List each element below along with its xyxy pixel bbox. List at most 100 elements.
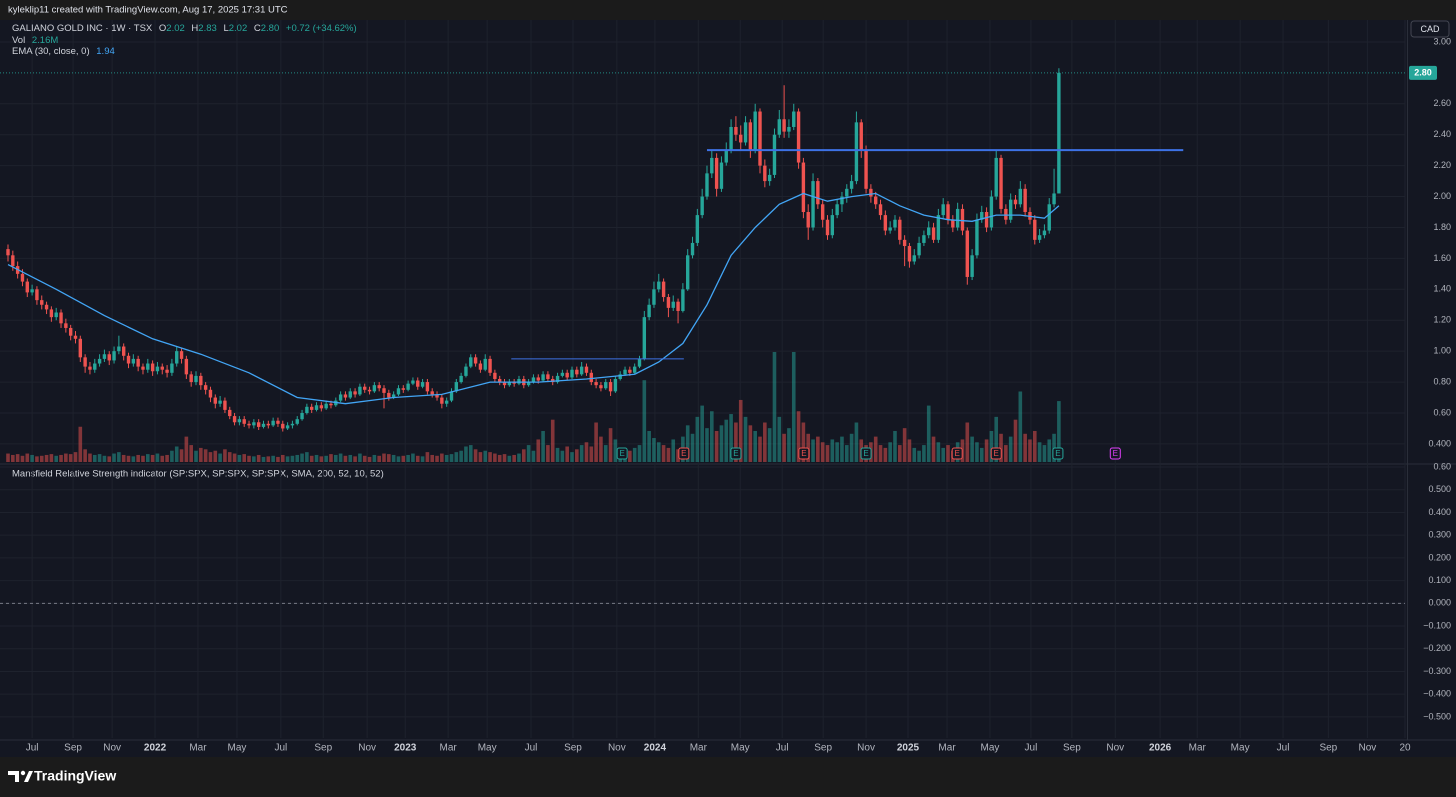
candle-body <box>1013 199 1018 205</box>
candle <box>608 378 613 396</box>
volume-bar <box>468 445 473 462</box>
candle <box>488 355 492 376</box>
volume-bar <box>791 352 796 462</box>
volume-bar <box>1023 433 1027 462</box>
candle <box>922 230 926 247</box>
candle <box>1013 195 1018 209</box>
candle-body <box>131 358 136 364</box>
candle <box>305 403 309 415</box>
candle <box>363 383 367 393</box>
candle-body <box>314 405 319 410</box>
candle <box>252 419 256 429</box>
candle-body <box>946 204 950 220</box>
candle <box>710 150 714 179</box>
volume-bar <box>801 422 806 462</box>
candle-body <box>387 392 391 398</box>
volume-bar <box>946 445 950 462</box>
candle-body <box>126 355 131 364</box>
x-tick-label: Jul <box>274 743 287 754</box>
candle-body <box>642 317 647 359</box>
candle-body <box>907 246 912 262</box>
candle-body <box>666 297 671 308</box>
candle <box>849 174 854 194</box>
candle <box>927 221 931 239</box>
volume-bar <box>570 452 574 462</box>
candle-body <box>493 372 497 379</box>
volume-bar <box>575 449 579 462</box>
candle <box>401 385 405 393</box>
candle <box>898 216 902 245</box>
legend: GALIANO GOLD INC · 1W · TSX O2.02 H2.83 … <box>12 23 361 58</box>
candle <box>430 388 434 398</box>
candle <box>647 298 651 321</box>
candle <box>575 366 579 378</box>
candle <box>565 369 569 381</box>
candle-body <box>237 419 242 423</box>
volume-bar <box>165 454 169 462</box>
candle <box>690 236 695 259</box>
volume-bar <box>49 454 54 462</box>
candle <box>753 103 757 154</box>
candle-body <box>175 351 179 364</box>
candle-body <box>483 358 487 370</box>
volume-bar <box>840 436 844 462</box>
volume-bar <box>179 449 184 462</box>
candle <box>59 309 63 328</box>
volume-bar <box>145 454 150 462</box>
earnings-marker <box>860 447 872 460</box>
candle <box>989 190 994 231</box>
candle <box>88 361 92 375</box>
x-tick-label: Mar <box>690 743 708 754</box>
volume-bar <box>1028 439 1032 462</box>
low-value: 2.02 <box>228 23 248 34</box>
volume-bar <box>565 446 569 462</box>
candle-body <box>416 380 420 387</box>
earnings-label: E <box>1055 449 1060 458</box>
x-tick-label: May <box>731 743 750 754</box>
ema-value: 1.94 <box>96 46 115 57</box>
volume-bar <box>30 454 34 462</box>
volume-bar <box>464 446 468 462</box>
ema-name: EMA (30, close, 0) <box>12 46 90 57</box>
candle-body <box>184 358 189 375</box>
candle <box>440 394 444 409</box>
candle <box>121 343 126 361</box>
candle-body <box>792 111 796 127</box>
candle <box>223 397 227 413</box>
volume-bar <box>999 433 1003 462</box>
candle-body <box>1042 230 1047 236</box>
candle <box>830 208 835 239</box>
currency[interactable]: CAD <box>1420 24 1440 34</box>
candle <box>420 378 425 389</box>
volume-bar <box>531 450 536 462</box>
candle-body <box>281 423 285 429</box>
volume-bar <box>979 447 984 462</box>
candle-body <box>806 212 810 228</box>
last-price-tag <box>1409 65 1437 80</box>
candle <box>189 371 193 387</box>
footer-bar <box>0 757 1456 797</box>
candle <box>994 150 998 200</box>
y-tick-label: 0.000 <box>1428 598 1451 608</box>
candle <box>30 284 34 296</box>
candle-body <box>951 219 955 228</box>
candle <box>309 403 314 413</box>
volume-bar <box>1008 436 1013 462</box>
candle <box>652 281 656 308</box>
volume-bar <box>632 447 637 462</box>
candle-body <box>864 150 868 189</box>
currency-box[interactable] <box>1410 20 1450 38</box>
candle-body <box>353 391 357 395</box>
candle <box>820 199 825 228</box>
candle-body <box>671 301 675 308</box>
volume-bar <box>917 450 921 462</box>
volume-bar <box>661 445 666 462</box>
candle <box>666 293 671 318</box>
x-tick-label: Jul <box>1277 743 1290 754</box>
candle <box>146 358 150 373</box>
volume-bar <box>276 456 280 462</box>
x-tick-label: Nov <box>1106 743 1124 754</box>
candle-body <box>435 394 439 398</box>
volume-bar <box>372 454 377 462</box>
